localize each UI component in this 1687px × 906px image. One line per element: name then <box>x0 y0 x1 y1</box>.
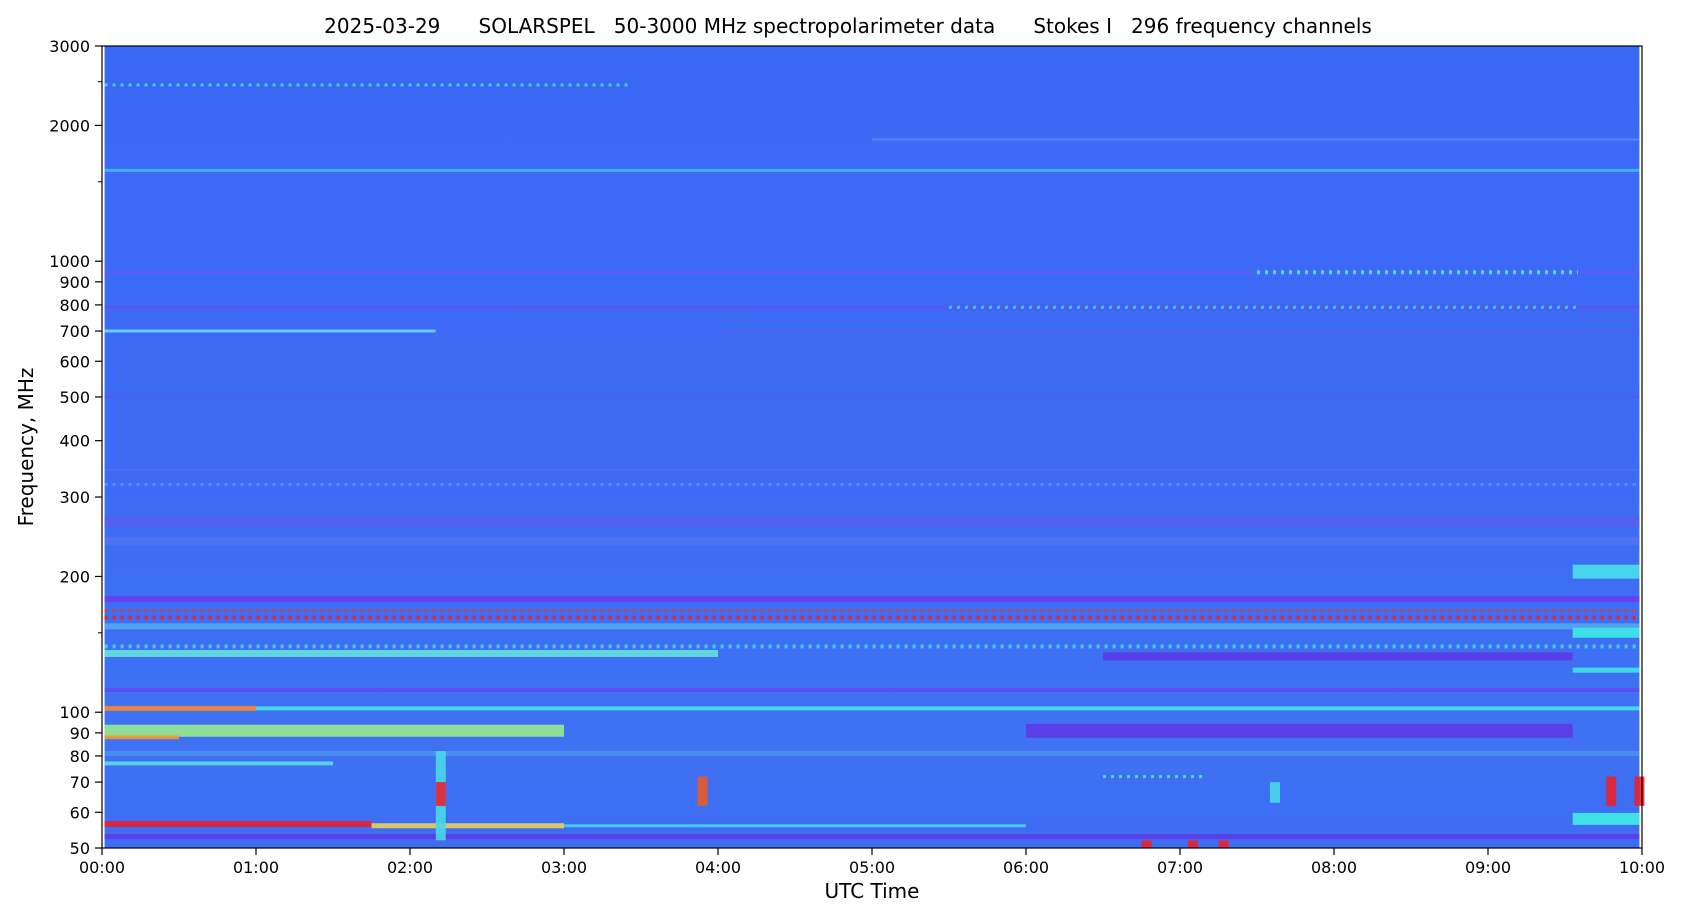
burst-1 <box>435 782 446 806</box>
burst-2 <box>697 776 708 806</box>
burst-5 <box>1634 776 1645 806</box>
y-tick-label-6: 200 <box>59 567 90 586</box>
y-tick-label-14: 1000 <box>49 252 90 271</box>
x-tick-label-1: 01:00 <box>233 858 279 877</box>
x-axis-title: UTC Time <box>825 879 920 903</box>
y-tick-label-7: 300 <box>59 488 90 507</box>
radio-bursts <box>435 751 1645 848</box>
y-tick-label-9: 500 <box>59 388 90 407</box>
burst-6 <box>1141 840 1152 848</box>
burst-7 <box>1187 840 1198 848</box>
burst-4 <box>1606 776 1617 806</box>
burst-8 <box>1218 840 1229 848</box>
y-tick-label-15: 2000 <box>49 116 90 135</box>
x-tick-label-4: 04:00 <box>695 858 741 877</box>
x-tick-label-5: 05:00 <box>849 858 895 877</box>
y-axis: 50 60 70 80 90 100 200 300 400 500 600 700 800 900 100… <box>49 37 102 858</box>
burst-3 <box>1269 782 1280 803</box>
emission-bands <box>104 83 1640 840</box>
y-tick-label-5: 100 <box>59 703 90 722</box>
y-tick-label-3: 80 <box>70 747 90 766</box>
x-axis: 00:00 01:00 02:00 03:00 04:00 05:00 06:00 07:00… <box>79 848 1665 877</box>
y-tick-label-16: 3000 <box>49 37 90 56</box>
x-tick-label-7: 07:00 <box>1157 858 1203 877</box>
x-tick-label-10: 10:00 <box>1619 858 1665 877</box>
y-tick-label-12: 800 <box>59 296 90 315</box>
x-tick-label-2: 02:00 <box>387 858 433 877</box>
y-tick-label-0: 50 <box>70 839 90 858</box>
x-tick-label-0: 00:00 <box>79 858 125 877</box>
y-tick-label-11: 700 <box>59 322 90 341</box>
chart-title: 2025-03-29 SOLARSPEL 50-3000 MHz spectro… <box>324 14 1372 38</box>
x-tick-label-8: 08:00 <box>1311 858 1357 877</box>
y-tick-label-13: 900 <box>59 273 90 292</box>
y-tick-label-4: 90 <box>70 724 90 743</box>
x-tick-label-6: 06:00 <box>1003 858 1049 877</box>
y-tick-label-2: 70 <box>70 773 90 792</box>
y-tick-label-8: 400 <box>59 432 90 451</box>
y-tick-label-10: 600 <box>59 352 90 371</box>
y-tick-label-1: 60 <box>70 803 90 822</box>
heatmap-background <box>104 46 1640 848</box>
y-axis-title: Frequency, MHz <box>14 368 38 527</box>
x-tick-label-9: 09:00 <box>1465 858 1511 877</box>
x-tick-label-3: 03:00 <box>541 858 587 877</box>
